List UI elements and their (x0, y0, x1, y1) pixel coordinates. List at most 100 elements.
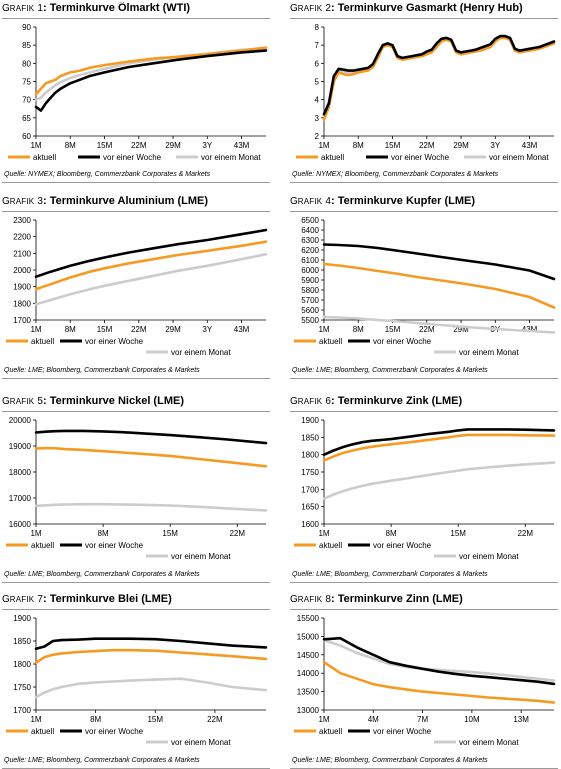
chart-panel-8: GRAFIK 8: Terminkurve Zinn (LME) 13000 13… (290, 593, 558, 769)
chart-panel-4: GRAFIK 4: Terminkurve Kupfer (LME) 5500 5… (290, 195, 558, 379)
y-tick-label: 8 (315, 23, 320, 32)
chart-number: 2 (325, 3, 331, 14)
series-line-2 (34, 502, 268, 512)
chart-number: 8 (325, 594, 331, 605)
series-line-0 (322, 433, 556, 462)
x-tick-label: 22M (131, 141, 147, 150)
chart-source: Quelle: NYMEX; Bloomberg, Commerzbank Co… (2, 170, 270, 183)
legend-label: vor einem Monat (489, 153, 549, 162)
x-tick-label: 22M (419, 141, 435, 150)
line-chart: 16000 17000 18000 19000 20000 1M 8M 15M 22M aktue… (6, 416, 268, 561)
grafik-initial: G (290, 396, 298, 407)
legend-label: aktuell (319, 337, 342, 346)
y-tick-label: 14500 (297, 651, 320, 660)
series-line-0 (322, 262, 556, 309)
y-tick-label: 5900 (301, 276, 319, 285)
chart-title: GRAFIK 1: Terminkurve Ölmarkt (WTI) (2, 2, 270, 19)
x-tick-label: 43M (522, 325, 538, 334)
legend-label: vor einer Woche (103, 153, 162, 162)
legend-label: aktuell (33, 153, 56, 162)
legend-label: aktuell (31, 541, 54, 550)
y-tick-label: 1900 (301, 416, 319, 425)
legend-label: aktuell (321, 153, 344, 162)
chart-panel-7: GRAFIK 7: Terminkurve Blei (LME) 1700 175… (2, 593, 270, 769)
y-tick-label: 5500 (301, 316, 319, 325)
y-tick-label: 6000 (301, 266, 319, 275)
legend-label: vor einer Woche (373, 541, 432, 550)
chart-title-text: Terminkurve Ölmarkt (WTI) (49, 2, 191, 14)
line-chart: 1700 1750 1800 1850 1900 1M 8M 15M 22M aktuell vor… (6, 614, 268, 747)
x-tick-label: 10M (464, 715, 480, 724)
y-tick-label: 2 (315, 132, 320, 141)
x-tick-label: 15M (97, 141, 113, 150)
chart-source: Quelle: LME; Bloomberg, Commerzbank Corp… (2, 570, 270, 583)
y-tick-label: 1800 (13, 299, 31, 308)
y-tick-label: 6400 (301, 226, 319, 235)
chart-title-text: Terminkurve Zinn (LME) (337, 593, 463, 605)
series-line-0 (322, 36, 556, 121)
x-tick-label: 29M (165, 325, 181, 334)
y-tick-label: 6500 (301, 216, 319, 225)
chart-source: Quelle: LME; Bloomberg, Commerzbank Corp… (290, 756, 558, 769)
series-line-2 (322, 638, 556, 682)
y-tick-label: 5 (315, 78, 320, 87)
grafik-initial: G (2, 3, 10, 14)
legend-label: vor einem Monat (201, 153, 261, 162)
x-tick-label: 1M (318, 325, 329, 334)
y-tick-label: 13500 (297, 688, 320, 697)
y-tick-label: 85 (22, 41, 31, 50)
chart-source: Quelle: NYMEX; Bloomberg, Commerzbank Co… (290, 170, 558, 183)
legend-label: vor einer Woche (85, 337, 144, 346)
grafik-rest: RAFIK (9, 397, 35, 406)
chart-number: 7 (37, 594, 43, 605)
chart-number: 1 (37, 3, 43, 14)
series-line-2 (322, 315, 556, 334)
y-tick-label: 1850 (13, 637, 31, 646)
x-tick-label: 8M (65, 141, 76, 150)
x-tick-label: 15M (97, 325, 113, 334)
series-line-1 (322, 428, 556, 457)
y-tick-label: 13000 (297, 706, 320, 715)
chart-title: GRAFIK 8: Terminkurve Zinn (LME) (290, 593, 558, 610)
y-tick-label: 2200 (13, 233, 31, 242)
chart-title: GRAFIK 5: Terminkurve Nickel (LME) (2, 395, 270, 412)
legend-label: vor einem Monat (459, 348, 519, 357)
y-tick-label: 1800 (301, 451, 319, 460)
series-line-1 (34, 429, 268, 445)
x-tick-label: 29M (453, 325, 469, 334)
chart-number: 6 (325, 396, 331, 407)
y-tick-label: 1900 (13, 614, 31, 623)
y-tick-label: 7 (315, 41, 320, 50)
series-line-2 (34, 46, 268, 101)
chart-title-text: Terminkurve Gasmarkt (Henry Hub) (337, 2, 523, 14)
y-tick-label: 20000 (9, 416, 32, 425)
series-line-2 (322, 35, 556, 118)
legend-label: vor einem Monat (171, 552, 231, 561)
y-tick-label: 70 (22, 96, 31, 105)
legend-label: vor einer Woche (373, 337, 432, 346)
y-tick-label: 15500 (297, 614, 320, 623)
x-tick-label: 4M (368, 715, 379, 724)
x-tick-label: 29M (165, 141, 181, 150)
line-chart: 1600 1650 1700 1750 1800 1850 1900 1M 8M 15M 22M ak… (294, 416, 556, 561)
y-tick-label: 16000 (9, 520, 32, 529)
series-line-1 (322, 243, 556, 281)
chart-panel-2: GRAFIK 2: Terminkurve Gasmarkt (Henry Hu… (290, 2, 558, 183)
chart-title: GRAFIK 4: Terminkurve Kupfer (LME) (290, 195, 558, 212)
y-tick-label: 6300 (301, 236, 319, 245)
line-chart: 13000 13500 14000 14500 15000 15500 1M 4M 7M 10M 1… (294, 614, 556, 747)
y-tick-label: 1600 (301, 520, 319, 529)
grafik-rest: RAFIK (9, 595, 35, 604)
chart-panel-5: GRAFIK 5: Terminkurve Nickel (LME) 16000… (2, 395, 270, 583)
legend-label: aktuell (31, 727, 54, 736)
chart-source: Quelle: LME; Bloomberg, Commerzbank Corp… (290, 570, 558, 583)
series-line-2 (322, 461, 556, 500)
series-line-0 (34, 446, 268, 468)
chart-panel-1: GRAFIK 1: Terminkurve Ölmarkt (WTI) 60 65… (2, 2, 270, 183)
y-tick-label: 14000 (297, 669, 320, 678)
y-tick-label: 2100 (13, 249, 31, 258)
y-tick-label: 4 (315, 96, 320, 105)
grafik-rest: RAFIK (297, 397, 323, 406)
series-line-1 (322, 636, 556, 686)
chart-title: GRAFIK 2: Terminkurve Gasmarkt (Henry Hu… (290, 2, 558, 19)
